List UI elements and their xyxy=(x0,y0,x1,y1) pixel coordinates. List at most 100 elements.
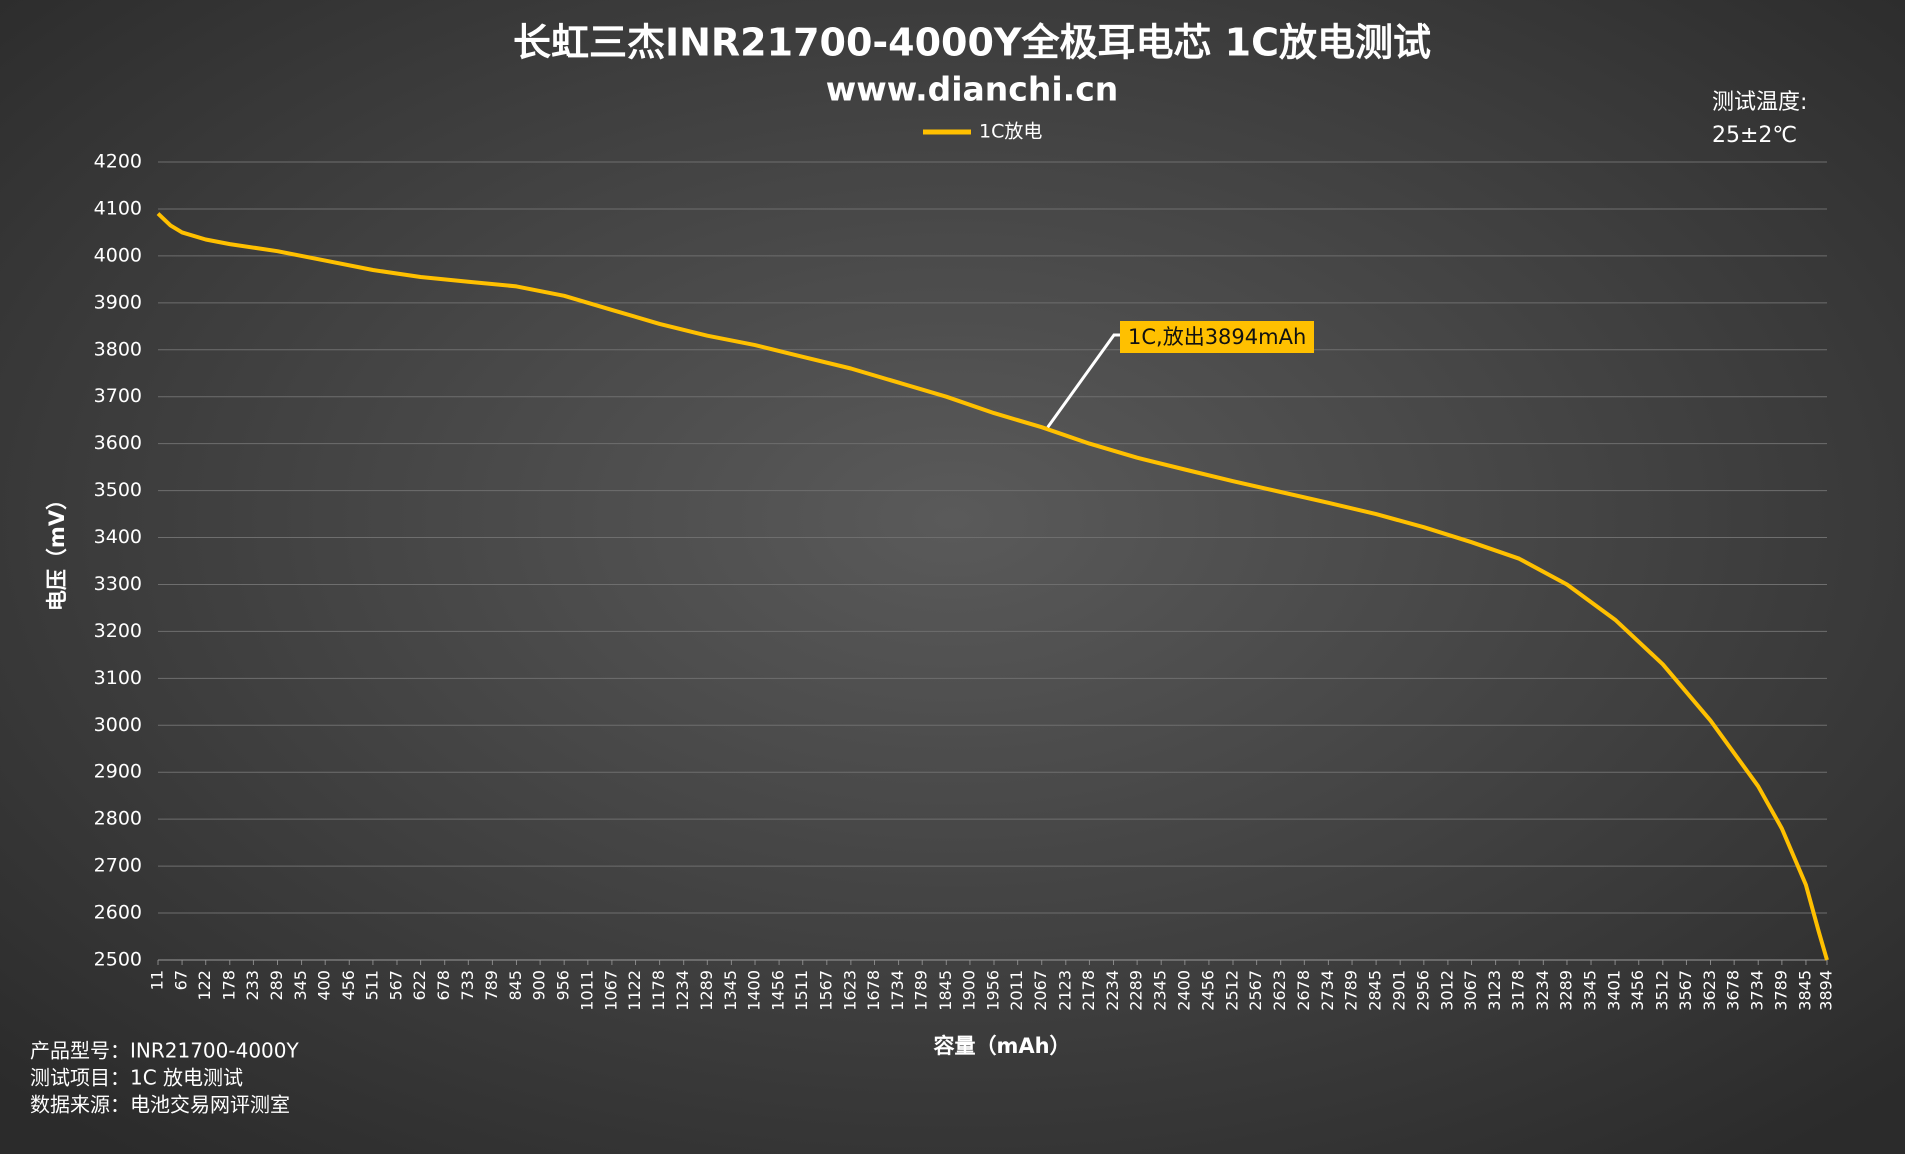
annotation-box xyxy=(1120,321,1314,353)
x-tick-label: 1734 xyxy=(888,970,907,1011)
x-tick-label: 1345 xyxy=(721,970,740,1011)
x-tick-label: 1956 xyxy=(984,970,1003,1011)
y-tick-label: 4200 xyxy=(94,151,142,173)
y-tick-label: 3000 xyxy=(94,714,142,736)
x-tick-label: 2456 xyxy=(1198,970,1217,1011)
y-tick-label: 2600 xyxy=(94,902,142,924)
x-tick-label: 900 xyxy=(530,970,549,1001)
legend-label: 1C放电 xyxy=(979,121,1042,143)
x-tick-label: 3067 xyxy=(1461,970,1480,1011)
x-tick-label: 789 xyxy=(482,970,501,1001)
x-tick-label: 1845 xyxy=(936,970,955,1011)
x-tick-label: 733 xyxy=(458,970,477,1001)
x-tick-label: 3289 xyxy=(1556,970,1575,1011)
x-tick-label: 2623 xyxy=(1270,970,1289,1011)
x-tick-label: 622 xyxy=(410,970,429,1001)
x-tick-label: 567 xyxy=(386,970,405,1001)
y-tick-label: 3500 xyxy=(94,479,142,501)
y-tick-label: 3600 xyxy=(94,432,142,454)
x-tick-label: 289 xyxy=(267,970,286,1001)
x-tick-label: 1511 xyxy=(792,970,811,1011)
x-tick-label: 3012 xyxy=(1437,970,1456,1011)
note: 测试项目：1C 放电测试 xyxy=(30,1066,243,1090)
y-tick-label: 3700 xyxy=(94,385,142,407)
x-tick-label: 2956 xyxy=(1413,970,1432,1011)
x-tick-label: 1234 xyxy=(673,970,692,1011)
x-tick-label: 1623 xyxy=(840,970,859,1011)
x-tick-label: 233 xyxy=(243,970,262,1001)
x-tick-label: 1122 xyxy=(625,970,644,1011)
x-tick-label: 1067 xyxy=(601,970,620,1011)
y-tick-label: 3400 xyxy=(94,526,142,548)
y-tick-label: 3200 xyxy=(94,620,142,642)
x-tick-label: 3678 xyxy=(1724,970,1743,1011)
x-tick-label: 2345 xyxy=(1151,970,1170,1011)
y-tick-label: 2500 xyxy=(94,949,142,971)
x-tick-label: 3123 xyxy=(1485,970,1504,1011)
chart-subtitle: www.dianchi.cn xyxy=(826,70,1119,109)
y-tick-label: 2800 xyxy=(94,808,142,830)
x-tick-label: 3789 xyxy=(1771,970,1790,1011)
x-tick-label: 3734 xyxy=(1748,970,1767,1011)
x-tick-label: 1789 xyxy=(912,970,931,1011)
x-tick-label: 511 xyxy=(362,970,381,1001)
x-tick-label: 3623 xyxy=(1700,970,1719,1011)
x-tick-label: 3894 xyxy=(1817,970,1836,1011)
x-tick-label: 3401 xyxy=(1605,970,1624,1011)
x-tick-label: 2178 xyxy=(1079,970,1098,1011)
x-tick-label: 1011 xyxy=(577,970,596,1011)
x-tick-label: 3456 xyxy=(1628,970,1647,1011)
y-tick-label: 3900 xyxy=(94,291,142,313)
note: 数据来源：电池交易网评测室 xyxy=(30,1093,290,1117)
condition-value: 25±2℃ xyxy=(1712,123,1797,148)
x-tick-label: 2845 xyxy=(1366,970,1385,1011)
x-tick-label: 178 xyxy=(219,970,238,1001)
x-tick-label: 1178 xyxy=(649,970,668,1011)
data-line xyxy=(156,212,1829,961)
x-tick-label: 122 xyxy=(195,970,214,1001)
note: 产品型号：INR21700-4000Y xyxy=(30,1039,299,1063)
x-tick-label: 678 xyxy=(434,970,453,1001)
x-tick-label: 3512 xyxy=(1652,970,1671,1011)
x-axis-label: 容量（mAh） xyxy=(933,1034,1070,1058)
y-tick-label: 4100 xyxy=(94,197,142,219)
x-tick-label: 2234 xyxy=(1103,970,1122,1011)
x-tick-label: 1456 xyxy=(769,970,788,1011)
y-tick-label: 4000 xyxy=(94,244,142,266)
y-tick-label: 3300 xyxy=(94,573,142,595)
x-tick-label: 11 xyxy=(148,970,167,990)
x-tick-label: 2789 xyxy=(1342,970,1361,1011)
x-tick-label: 1678 xyxy=(864,970,883,1011)
x-tick-label: 1900 xyxy=(959,970,978,1011)
x-tick-label: 1567 xyxy=(816,970,835,1011)
y-tick-label: 2900 xyxy=(94,761,142,783)
x-tick-label: 956 xyxy=(554,970,573,1001)
chart-title: 长虹三杰INR21700-4000Y全极耳电芯 1C放电测试 xyxy=(513,21,1431,65)
y-tick-label: 2700 xyxy=(94,855,142,877)
condition-label: 测试温度: xyxy=(1712,90,1807,115)
x-tick-label: 2400 xyxy=(1174,970,1193,1011)
x-tick-label: 3234 xyxy=(1533,970,1552,1011)
x-tick-label: 2678 xyxy=(1294,970,1313,1011)
x-tick-label: 67 xyxy=(172,970,191,990)
x-tick-label: 3345 xyxy=(1581,970,1600,1011)
x-tick-label: 3845 xyxy=(1795,970,1814,1011)
x-tick-label: 3567 xyxy=(1676,970,1695,1011)
x-tick-label: 2289 xyxy=(1127,970,1146,1011)
x-tick-label: 2567 xyxy=(1246,970,1265,1011)
annotation: 1C,放出3894mAh xyxy=(1128,325,1306,349)
x-tick-label: 456 xyxy=(339,970,358,1001)
x-tick-label: 400 xyxy=(315,970,334,1001)
x-tick-label: 2067 xyxy=(1031,970,1050,1011)
x-tick-label: 2901 xyxy=(1390,970,1409,1011)
x-tick-label: 845 xyxy=(506,970,525,1001)
x-tick-label: 1400 xyxy=(745,970,764,1011)
annotation-leader xyxy=(1046,333,1120,429)
x-tick-label: 1289 xyxy=(697,970,716,1011)
x-tick-label: 345 xyxy=(291,970,310,1001)
y-tick-label: 3800 xyxy=(94,338,142,360)
x-tick-label: 2123 xyxy=(1055,970,1074,1011)
